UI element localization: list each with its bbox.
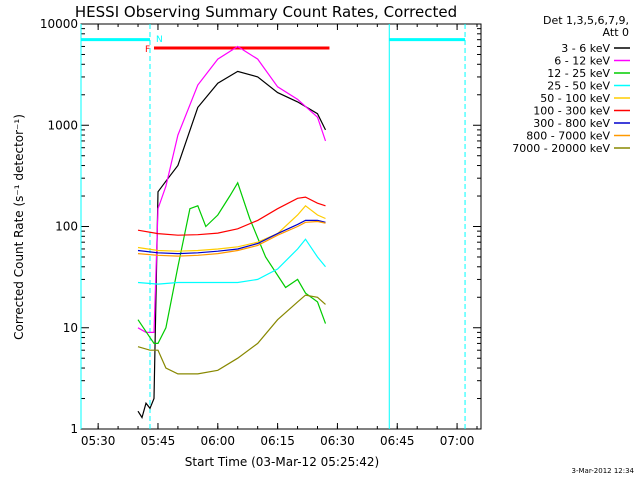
legend-label: 300 - 800 keV [533,117,610,130]
series-line [137,45,327,333]
legend-label: 25 - 50 keV [547,80,610,93]
y-tick-label: 100 [55,220,78,234]
series-line [137,196,326,236]
legend-header: Att 0 [603,26,629,39]
legend-label: 100 - 300 keV [533,105,610,118]
x-tick-label: 05:45 [141,434,176,448]
x-tick-label: 06:15 [260,434,295,448]
series-line [137,220,326,257]
plot-frame [80,23,482,430]
series-line [137,181,327,344]
x-tick-label: 06:30 [320,434,355,448]
series-line [137,70,327,419]
night-flag-label: N [156,35,163,45]
flags-layer: NF [80,24,466,429]
legend-header: Det 1,3,5,6,7,9, [543,14,629,27]
legend-label: 800 - 7000 keV [526,130,610,143]
series-line [137,219,326,255]
x-tick-label: 06:45 [380,434,415,448]
legend-label: 12 - 25 keV [547,67,610,80]
x-tick-label: 07:00 [440,434,475,448]
timestamp: 3-Mar-2012 12:34 [572,467,635,475]
x-axis-label: Start Time (03-Mar-12 05:25:42) [185,455,379,469]
legend-label: 3 - 6 keV [561,42,610,55]
y-tick-label: 1 [70,422,78,436]
series-layer [137,45,327,419]
series-line [137,294,326,375]
y-tick-label: 10000 [40,17,78,31]
series-line [137,204,326,252]
chart-title: HESSI Observing Summary Count Rates, Cor… [75,3,457,21]
y-tick-label: 1000 [47,118,78,132]
ticks-layer: 05:30 05:45 06:00 06:15 06:30 06:45 07:00 1 10 10… [40,17,481,448]
flare-flag-label: F [145,45,150,55]
series-line [137,238,326,285]
legend-label: 7000 - 20000 keV [512,142,610,155]
legend-label: 50 - 100 keV [540,92,610,105]
y-axis-label: Corrected Count Rate (s⁻¹ detector⁻¹) [12,114,26,340]
legend-label: 6 - 12 keV [554,55,610,68]
y-tick-label: 10 [63,321,78,335]
x-tick-label: 05:30 [81,434,116,448]
x-tick-label: 06:00 [200,434,235,448]
